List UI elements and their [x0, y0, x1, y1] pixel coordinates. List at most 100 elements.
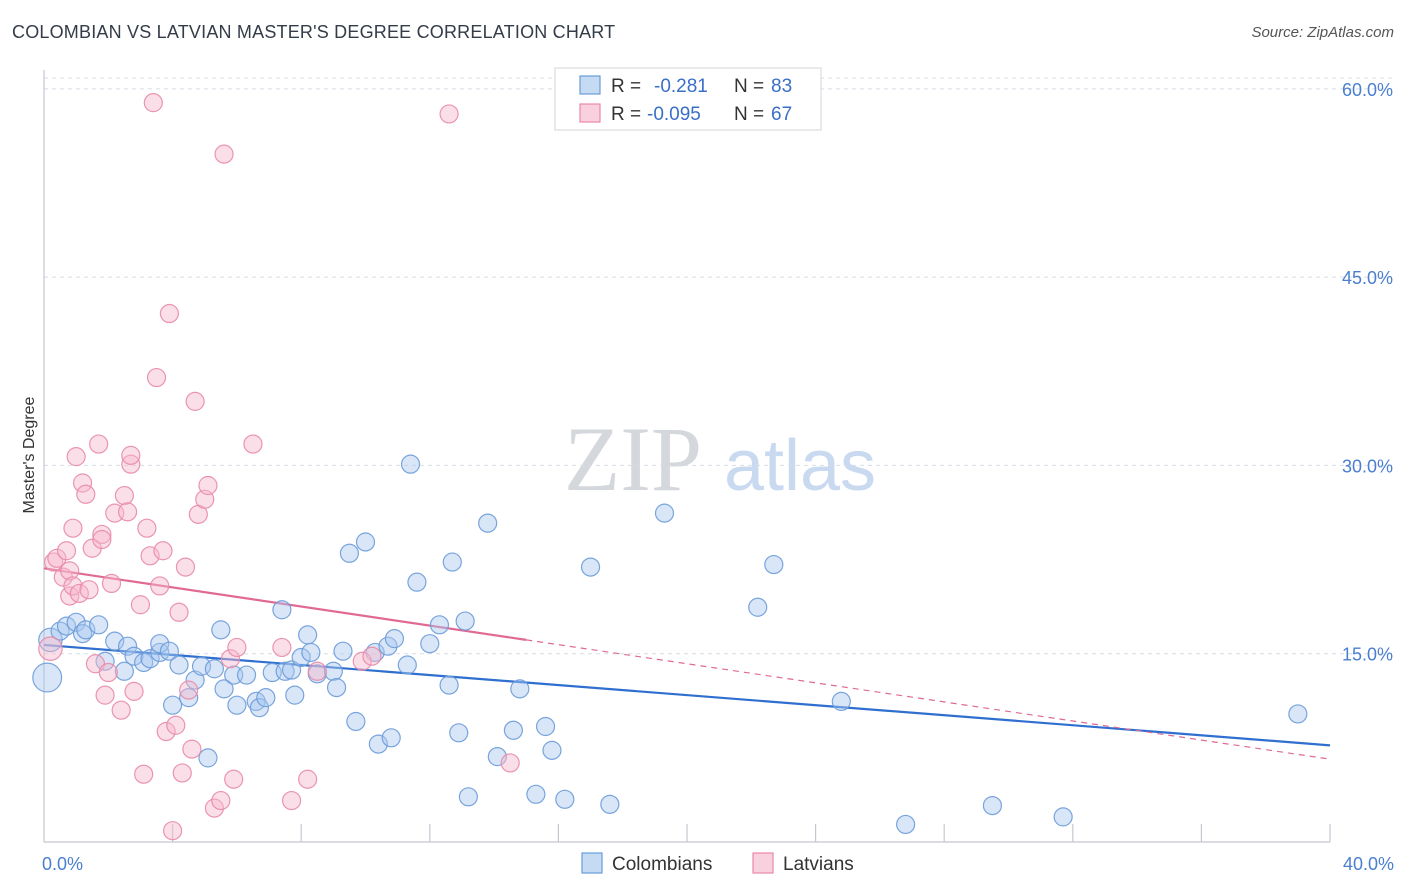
colombian-point — [323, 661, 343, 681]
colombian-point — [381, 728, 401, 748]
legend-r-label-colombians: R = — [611, 76, 641, 97]
latvian-point — [44, 552, 64, 572]
latvian-point — [150, 576, 170, 596]
latvian-point — [182, 739, 202, 759]
colombian-point — [526, 784, 546, 804]
legend-r-value-latvians: -0.095 — [647, 104, 701, 125]
colombian-point — [429, 615, 450, 635]
latvian-point — [95, 685, 115, 705]
colombian-point — [339, 543, 360, 563]
legend-n-label-colombians: N = — [734, 76, 764, 97]
colombian-point — [407, 572, 427, 592]
colombian-point — [291, 647, 311, 668]
bottom-legend-label-latvians: Latvians — [783, 854, 854, 875]
y-tick-label: 15.0% — [1342, 645, 1393, 665]
watermark-zip: ZIP — [564, 408, 702, 510]
watermark-atlas: atlas — [724, 426, 876, 506]
colombian-point — [397, 655, 417, 675]
colombian-point — [298, 625, 318, 645]
colombian-point — [204, 659, 224, 679]
colombian-point — [449, 723, 469, 743]
latvian-point — [220, 649, 241, 669]
latvian-point — [140, 546, 160, 566]
latvian-point — [124, 681, 144, 701]
latvian-point — [198, 475, 218, 496]
colombian-point — [275, 661, 295, 681]
colombian-point — [227, 695, 247, 715]
latvian-point — [38, 636, 63, 661]
latvian-point — [500, 753, 520, 773]
latvian-point — [121, 445, 141, 465]
colombian-point — [56, 616, 77, 636]
colombian-point — [117, 636, 138, 656]
colombian-point — [159, 641, 179, 661]
colombian-point — [654, 503, 675, 523]
latvian-point — [101, 573, 122, 594]
colombian-point — [535, 716, 556, 737]
colombian-point — [89, 615, 109, 635]
legend-n-label-latvians: N = — [734, 104, 764, 125]
colombian-point — [301, 642, 321, 663]
colombian-point — [580, 557, 601, 577]
colombian-point — [831, 691, 851, 712]
legend-swatch-latvians — [579, 103, 601, 123]
latvian-point — [146, 367, 167, 388]
grid — [44, 77, 1392, 655]
colombian-point — [400, 454, 421, 474]
data-points — [32, 93, 1308, 841]
latvian-point — [159, 303, 179, 324]
latvian-point — [98, 662, 118, 683]
latvian-point — [130, 595, 151, 615]
latvian-point — [143, 93, 163, 113]
colombian-point — [214, 679, 234, 699]
colombian-point — [346, 711, 366, 732]
latvian-point — [153, 541, 173, 561]
latvian-point — [79, 580, 99, 600]
colombian-point — [442, 552, 462, 572]
latvian-point — [76, 484, 96, 504]
latvian-point — [137, 518, 157, 538]
colombian-point — [420, 634, 440, 654]
colombian-point — [124, 646, 144, 666]
latvian-point — [179, 680, 199, 700]
colombian-point — [32, 662, 63, 693]
latvian-point — [72, 473, 93, 493]
latvian-point — [185, 391, 205, 411]
latvian-point — [352, 651, 372, 671]
colombian-point — [555, 789, 575, 809]
x-tick-label: 0.0% — [42, 854, 83, 874]
colombian-point — [600, 794, 620, 814]
colombian-point — [478, 513, 498, 533]
colombian-point — [163, 695, 183, 715]
colombian-point — [982, 795, 1003, 816]
colombian-point — [378, 636, 398, 656]
colombian-point — [764, 554, 784, 575]
y-tick-label: 30.0% — [1342, 456, 1393, 476]
colombian-point — [76, 620, 96, 640]
latvian-point — [211, 790, 231, 811]
y-axis-label: Master's Degree — [21, 396, 38, 513]
colombian-point — [50, 621, 70, 641]
colombian-point — [458, 787, 478, 807]
colombian-point — [326, 677, 347, 698]
latvian-point — [204, 798, 224, 818]
colombian-point — [748, 597, 768, 617]
colombian-point — [510, 679, 530, 699]
latvian-point — [362, 646, 382, 666]
latvian-point — [214, 144, 234, 164]
colombian-point — [249, 698, 270, 718]
latvian-point — [227, 637, 247, 658]
latvian-point — [163, 821, 183, 841]
latvian-point — [89, 434, 109, 454]
source-label: Source: ZipAtlas.com — [1251, 24, 1394, 41]
colombian-point — [140, 649, 160, 669]
watermark: ZIP atlas — [564, 408, 876, 510]
legend-n-value-latvians: 67 — [771, 104, 792, 125]
latvian-point — [63, 576, 83, 596]
trend-lines — [43, 567, 1331, 760]
legend-swatch-colombians — [579, 75, 601, 95]
colombian-point — [896, 814, 916, 835]
axes: 15.0% 30.0% 45.0% 60.0% 0.0% 40.0% — [42, 70, 1394, 874]
latvian-point — [156, 721, 176, 742]
